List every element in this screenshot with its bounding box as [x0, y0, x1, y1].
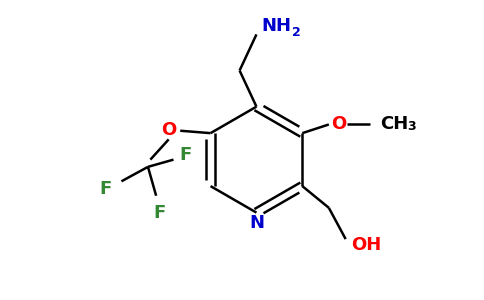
Text: N: N — [249, 214, 264, 232]
Text: O: O — [161, 121, 176, 139]
Text: CH: CH — [380, 115, 408, 133]
Text: NH: NH — [262, 17, 292, 35]
Text: F: F — [154, 204, 166, 222]
Text: 2: 2 — [291, 26, 300, 38]
Text: O: O — [331, 115, 346, 133]
Text: F: F — [99, 179, 112, 197]
Text: 3: 3 — [408, 120, 416, 134]
Text: OH: OH — [351, 236, 381, 254]
Text: F: F — [179, 146, 191, 164]
